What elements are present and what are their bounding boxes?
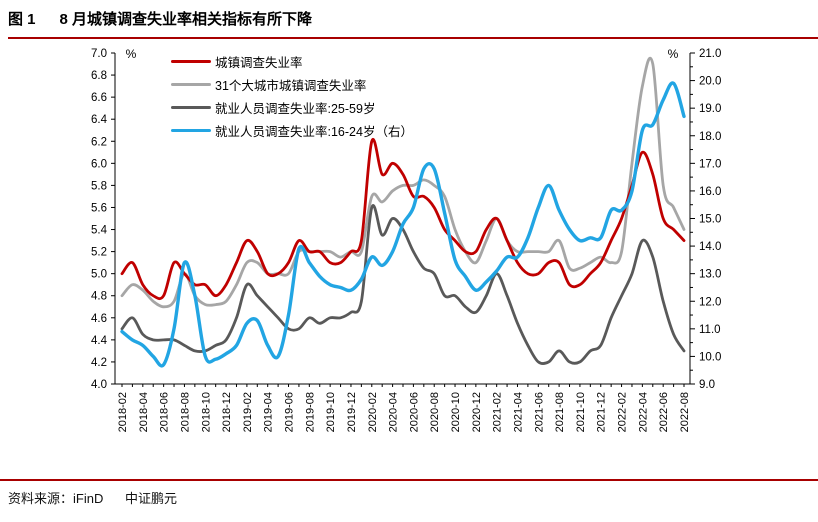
legend-label: 31个大城市城镇调查失业率 xyxy=(215,79,367,93)
legend-label: 就业人员调查失业率:16-24岁（右） xyxy=(215,125,413,139)
axis-tick-label: 15.0 xyxy=(699,214,721,226)
axis-tick-label: 20.0 xyxy=(699,76,721,88)
axis-tick-label: 5.6 xyxy=(91,202,107,214)
report-footer: 资料来源：iFinD 中证鹏元 xyxy=(0,479,818,507)
axis-tick-label: 2020-10 xyxy=(450,392,462,432)
axis-tick-label: 16.0 xyxy=(699,186,721,198)
axis-tick-label: 14.0 xyxy=(699,241,721,253)
axis-tick-label: 21.0 xyxy=(699,48,721,60)
axis-tick-label: % xyxy=(126,47,137,61)
axis-tick-label: 19.0 xyxy=(699,103,721,115)
axis-tick-label: 17.0 xyxy=(699,158,721,170)
axis-tick-label: 4.2 xyxy=(91,357,107,369)
axis-tick-label: 6.2 xyxy=(91,136,107,148)
legend-label: 城镇调查失业率 xyxy=(215,56,303,70)
axis-tick-label: 2020-06 xyxy=(408,392,420,432)
axis-tick-label: 2018-06 xyxy=(159,392,171,432)
axis-tick-label: 4.8 xyxy=(91,291,107,303)
axis-tick-label: 2018-08 xyxy=(179,392,191,432)
header-divider xyxy=(8,37,818,39)
axis-tick-label: 2019-12 xyxy=(346,392,358,432)
axis-tick-label: 2021-06 xyxy=(533,392,545,432)
line-series-0 xyxy=(120,137,686,301)
axis-tick-label: 2022-04 xyxy=(637,392,649,432)
axis-tick-label: 9.0 xyxy=(699,379,715,391)
axis-tick-label: 18.0 xyxy=(699,131,721,143)
axis-tick-label: 2020-08 xyxy=(429,392,441,432)
axis-tick-label: 10.0 xyxy=(699,351,721,363)
report-header: 图 1 8 月城镇调查失业率相关指标有所下降 xyxy=(0,0,818,39)
source-line: 资料来源：iFinD 中证鹏元 xyxy=(0,481,818,507)
axis-tick-label: 2018-02 xyxy=(117,392,129,432)
axis-tick-label: 7.0 xyxy=(91,48,107,60)
figure-title: 8 月城镇调查失业率相关指标有所下降 xyxy=(59,11,313,28)
legend-swatch xyxy=(171,129,211,132)
legend-item: 就业人员调查失业率:16-24岁（右） xyxy=(171,119,413,142)
legend-item: 31个大城市城镇调查失业率 xyxy=(171,73,413,96)
axis-tick-label: 2019-08 xyxy=(304,392,316,432)
axis-tick-label: 2019-10 xyxy=(325,392,337,432)
axis-tick-label: 2018-04 xyxy=(138,392,150,432)
axis-tick-label: 2018-12 xyxy=(221,392,233,432)
footer-divider xyxy=(0,479,818,481)
axis-tick-label: 2019-04 xyxy=(263,392,275,432)
line-series-2 xyxy=(120,204,686,366)
axis-tick-label: 2019-06 xyxy=(284,392,296,432)
source-name: iFinD xyxy=(73,491,104,506)
axis-tick-label: % xyxy=(668,47,679,61)
axis-tick-label: 13.0 xyxy=(699,269,721,281)
axis-tick-label: 12.0 xyxy=(699,296,721,308)
axis-tick-label: 2021-08 xyxy=(554,392,566,432)
axis-tick-label: 4.6 xyxy=(91,313,107,325)
org-name: 中证鹏元 xyxy=(124,491,177,506)
axis-tick-label: 2020-02 xyxy=(367,392,379,432)
line-series-3 xyxy=(120,81,686,368)
axis-tick-label: 2021-04 xyxy=(512,392,524,432)
source-label: 资料来源： xyxy=(8,491,74,506)
axis-tick-label: 2021-12 xyxy=(596,392,608,432)
axis-tick-label: 6.0 xyxy=(91,158,107,170)
axis-tick-label: 6.4 xyxy=(91,114,108,126)
axis-tick-label: 2021-02 xyxy=(492,392,504,432)
chart-legend: 城镇调查失业率 31个大城市城镇调查失业率 就业人员调查失业率:25-59岁就业人员… xyxy=(171,50,413,142)
figure-title-row: 图 1 8 月城镇调查失业率相关指标有所下降 xyxy=(8,9,818,31)
axis-tick-label: 2022-02 xyxy=(617,392,629,432)
axis-tick-label: 2022-06 xyxy=(658,392,670,432)
legend-label: 就业人员调查失业率:25-59岁 xyxy=(215,102,376,116)
axis-tick-label: 5.8 xyxy=(91,180,107,192)
legend-item: 城镇调查失业率 xyxy=(171,50,413,73)
unemployment-line-chart: 7.0 6.8 6.6 6.4 6.2 6.0 5.8 5.6 5.4 5.2 5.0 4.8 4.6 4… xyxy=(91,47,721,432)
axis-tick-label: 5.4 xyxy=(91,225,108,237)
legend-swatch xyxy=(171,83,211,86)
source-label-and-name: 资料来源：iFinD xyxy=(8,491,103,506)
axis-tick-label: 2019-02 xyxy=(242,392,254,432)
axis-tick-label: 2021-10 xyxy=(575,392,587,432)
chart-area: 7.0 6.8 6.6 6.4 6.2 6.0 5.8 5.6 5.4 5.2 5.0 4.8 4.6 4… xyxy=(0,39,818,471)
legend-swatch xyxy=(171,106,211,109)
axis-tick-label: 2020-04 xyxy=(388,392,400,432)
axis-tick-label: 2022-08 xyxy=(679,392,691,432)
axis-tick-label: 6.8 xyxy=(91,70,107,82)
legend-swatch xyxy=(171,60,211,63)
legend-item: 就业人员调查失业率:25-59岁 xyxy=(171,96,413,119)
axis-tick-label: 11.0 xyxy=(699,324,721,336)
axis-tick-label: 2018-10 xyxy=(200,392,212,432)
figure-label: 图 1 xyxy=(8,11,36,28)
axis-tick-label: 4.4 xyxy=(91,335,108,347)
axis-tick-label: 2020-12 xyxy=(471,392,483,432)
axis-tick-label: 6.6 xyxy=(91,92,107,104)
line-series-1 xyxy=(120,56,686,309)
axis-tick-label: 4.0 xyxy=(91,379,107,391)
axis-tick-label: 5.2 xyxy=(91,247,107,259)
axis-tick-label: 5.0 xyxy=(91,269,107,281)
